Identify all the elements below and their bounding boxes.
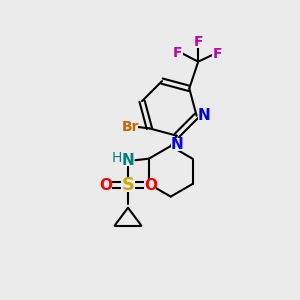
FancyBboxPatch shape: [212, 48, 224, 60]
Text: F: F: [172, 46, 182, 60]
FancyBboxPatch shape: [100, 179, 112, 192]
Text: H: H: [112, 151, 122, 165]
FancyBboxPatch shape: [121, 178, 135, 192]
FancyBboxPatch shape: [144, 179, 156, 192]
FancyBboxPatch shape: [172, 47, 183, 59]
FancyBboxPatch shape: [198, 110, 210, 122]
Text: F: F: [213, 47, 222, 61]
Text: S: S: [122, 176, 134, 194]
FancyBboxPatch shape: [111, 152, 123, 164]
FancyBboxPatch shape: [122, 121, 138, 133]
Text: F: F: [194, 35, 203, 50]
FancyBboxPatch shape: [122, 154, 134, 167]
Text: N: N: [122, 153, 134, 168]
FancyBboxPatch shape: [192, 36, 204, 48]
Text: O: O: [144, 178, 157, 193]
FancyBboxPatch shape: [171, 138, 183, 151]
Text: N: N: [198, 108, 210, 123]
Text: Br: Br: [121, 120, 139, 134]
Text: N: N: [170, 137, 183, 152]
Text: O: O: [99, 178, 112, 193]
